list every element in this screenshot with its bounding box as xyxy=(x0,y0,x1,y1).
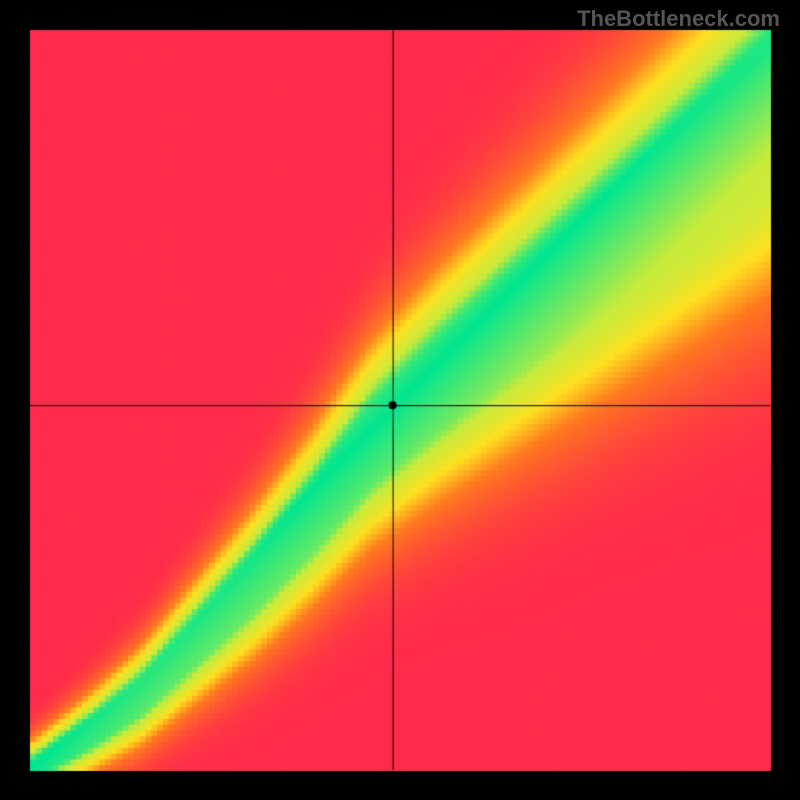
chart-container: TheBottleneck.com xyxy=(0,0,800,800)
heatmap-canvas xyxy=(0,0,800,800)
watermark-text: TheBottleneck.com xyxy=(577,6,780,32)
